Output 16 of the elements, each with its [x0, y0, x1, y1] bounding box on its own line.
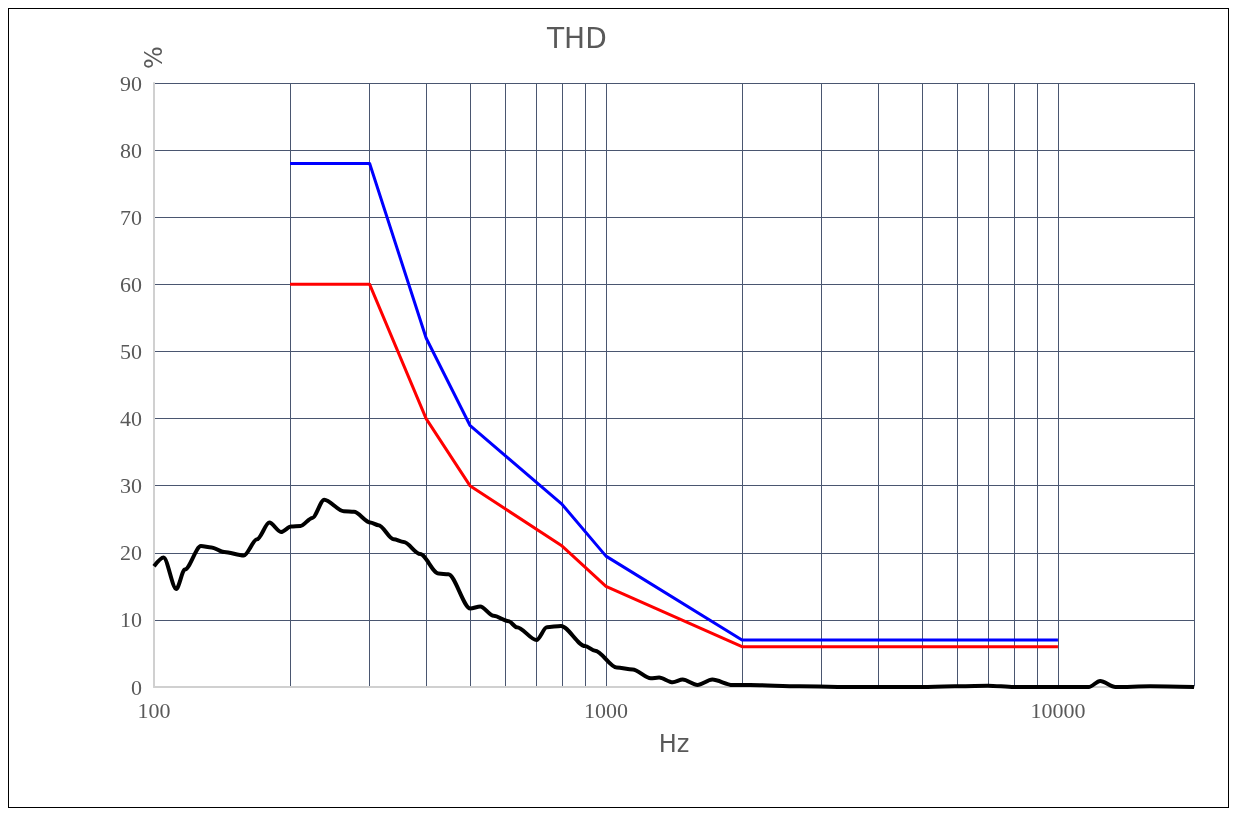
y-tick-label: 0 [131, 674, 142, 700]
y-tick-label: 40 [120, 406, 142, 432]
y-tick-label: 60 [120, 271, 142, 297]
y-axis-title: % [140, 46, 168, 70]
y-tick-label: 30 [120, 473, 142, 499]
y-tick-label: 90 [120, 70, 142, 96]
y-tick-label: 70 [120, 204, 142, 230]
y-tick-label: 80 [120, 137, 142, 163]
x-tick-label: 1000 [583, 697, 628, 723]
chart-title: THD [546, 21, 607, 55]
x-tick-label: 10000 [1030, 697, 1086, 723]
x-axis-title: Hz [658, 730, 690, 758]
y-tick-label: 50 [120, 338, 142, 364]
x-tick-label: 100 [137, 697, 171, 723]
y-tick-label: 10 [120, 607, 142, 633]
y-tick-label: 20 [120, 540, 142, 566]
